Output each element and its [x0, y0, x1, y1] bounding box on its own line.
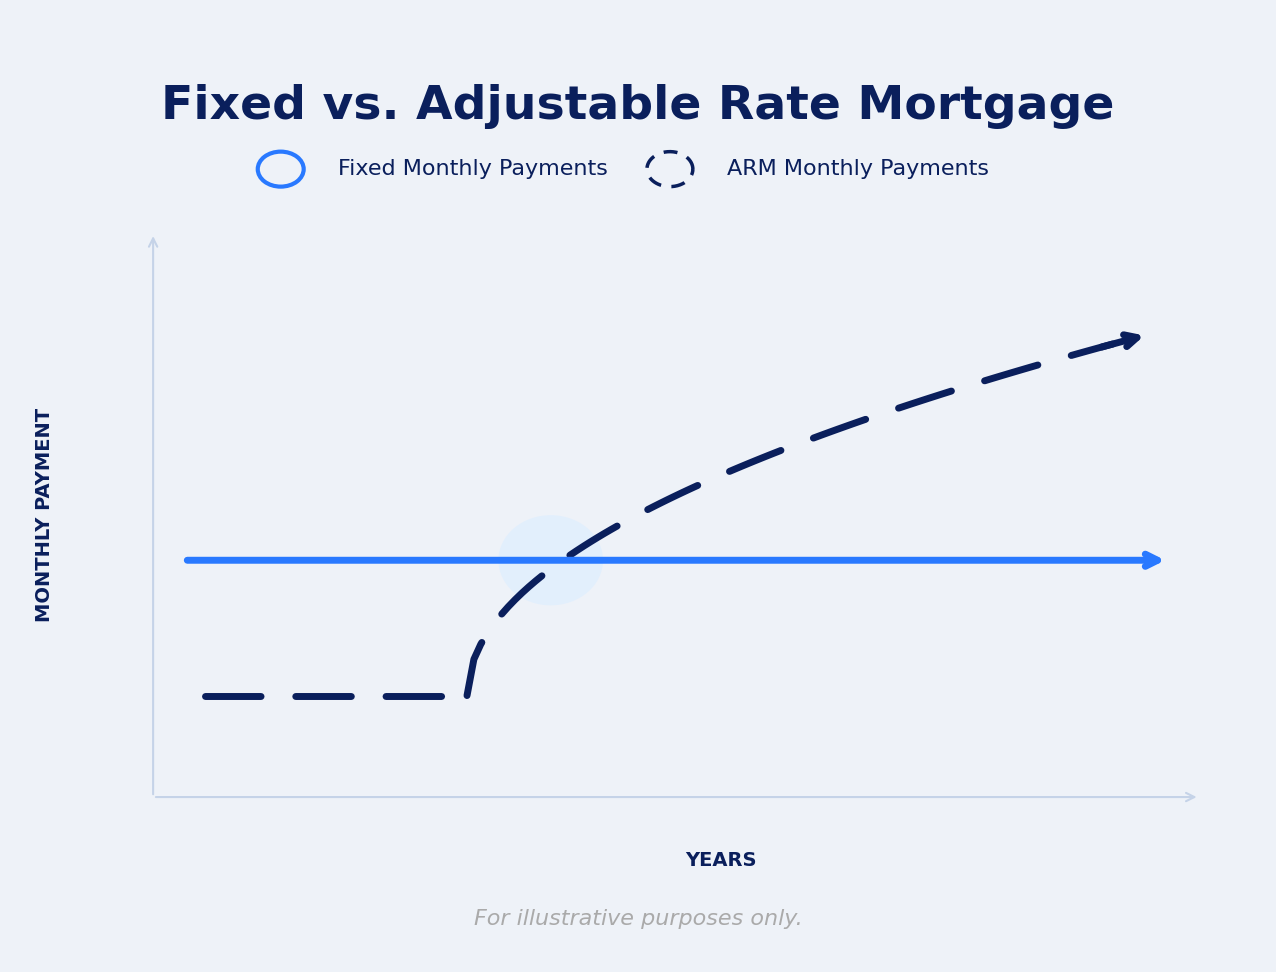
Text: MONTHLY PAYMENT: MONTHLY PAYMENT	[36, 408, 54, 622]
Text: Fixed Monthly Payments: Fixed Monthly Payments	[338, 159, 609, 179]
Text: YEARS: YEARS	[685, 850, 757, 870]
Text: For illustrative purposes only.: For illustrative purposes only.	[473, 909, 803, 928]
Ellipse shape	[499, 515, 604, 606]
Text: Fixed vs. Adjustable Rate Mortgage: Fixed vs. Adjustable Rate Mortgage	[161, 85, 1115, 129]
Text: ARM Monthly Payments: ARM Monthly Payments	[727, 159, 989, 179]
